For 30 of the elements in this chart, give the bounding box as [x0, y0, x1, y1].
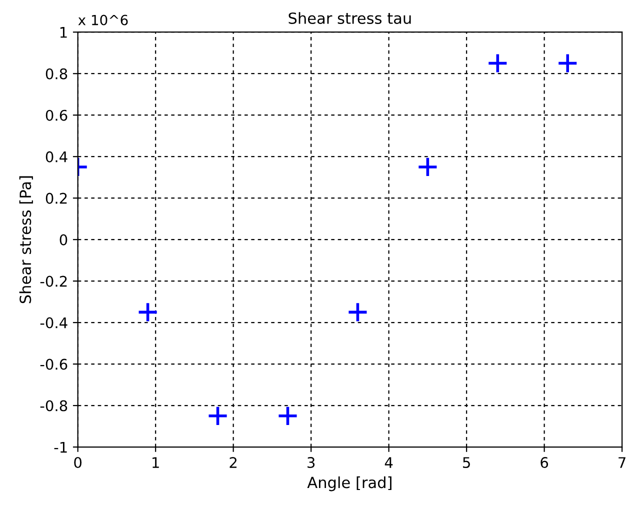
x-tick-label: 2: [230, 457, 237, 468]
y-tick-label: -0.8: [40, 400, 68, 412]
y-tick-label: -0.2: [40, 276, 67, 287]
y-tick-label: 0.8: [46, 68, 68, 80]
y-tick-label: 0.6: [46, 110, 68, 121]
x-tick-label: 4: [384, 457, 393, 468]
point: [417, 156, 438, 178]
point: [487, 52, 508, 74]
x-tick-label: 3: [308, 457, 315, 468]
point: [137, 302, 158, 323]
point: [277, 406, 298, 426]
y-tick-label: 0: [60, 234, 68, 246]
x-tick-label: 0: [74, 457, 82, 468]
x-tick-label: 6: [540, 457, 548, 468]
point: [347, 302, 368, 323]
point: [557, 52, 578, 74]
y-tick-label: 0.4: [46, 151, 68, 162]
text: x 10^6: [78, 14, 128, 26]
x-axis-title: Angle [rad]: [307, 476, 392, 492]
y-tick-label: 1: [60, 27, 67, 38]
point: [207, 406, 228, 426]
x-tick-label: 1: [152, 457, 159, 468]
y-tick-label: -0.6: [40, 358, 68, 370]
chart-title: Shear stress tau: [288, 12, 411, 24]
y-tick-label: -1: [54, 442, 67, 453]
x-tick-label: 5: [463, 457, 470, 468]
y-tick-label: -0.4: [40, 317, 68, 328]
x-tick-label: 7: [618, 457, 626, 468]
y-tick-label: 0.2: [46, 192, 67, 204]
y-axis-title: Shear stress [Pa]: [19, 176, 33, 304]
